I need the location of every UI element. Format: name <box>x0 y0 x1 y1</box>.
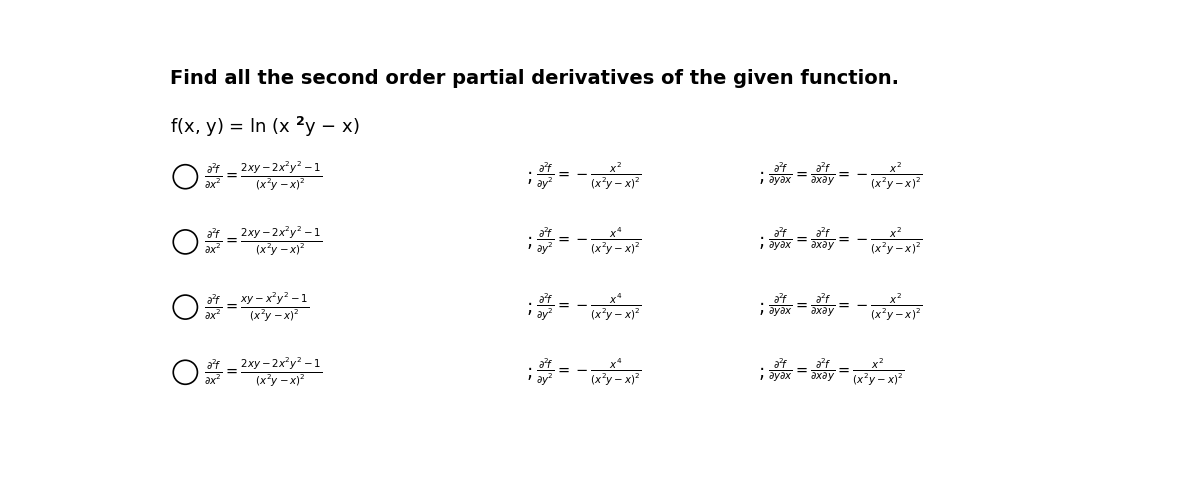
Text: $\frac{\partial^2\!f}{\partial y\partial x} = \frac{\partial^2\!f}{\partial x\pa: $\frac{\partial^2\!f}{\partial y\partial… <box>768 227 923 257</box>
Text: $\frac{\partial^2\!f}{\partial x^2} = \frac{2xy - 2x^2y^2 - 1}{(x^2y - x)^2}$: $\frac{\partial^2\!f}{\partial x^2} = \f… <box>204 160 322 193</box>
Text: ;: ; <box>527 298 533 317</box>
Text: $\frac{\partial^2\!f}{\partial y^2} = -\frac{x^4}{(x^2y - x)^2}$: $\frac{\partial^2\!f}{\partial y^2} = -\… <box>536 227 642 257</box>
Text: ;: ; <box>758 298 766 317</box>
Text: $\frac{\partial^2\!f}{\partial y^2} = -\frac{x^2}{(x^2y - x)^2}$: $\frac{\partial^2\!f}{\partial y^2} = -\… <box>536 161 642 192</box>
Text: $\frac{\partial^2\!f}{\partial y^2} = -\frac{x^4}{(x^2y - x)^2}$: $\frac{\partial^2\!f}{\partial y^2} = -\… <box>536 357 642 388</box>
Text: $\frac{\partial^2\!f}{\partial x^2} = \frac{xy - x^2y^2 - 1}{(x^2y - x)^2}$: $\frac{\partial^2\!f}{\partial x^2} = \f… <box>204 290 310 324</box>
Text: $\frac{\partial^2\!f}{\partial x^2} = \frac{2xy - 2x^2y^2 - 1}{(x^2y - x)^2}$: $\frac{\partial^2\!f}{\partial x^2} = \f… <box>204 225 322 258</box>
Text: ;: ; <box>758 167 766 186</box>
Text: ;: ; <box>527 363 533 382</box>
Text: $\frac{\partial^2\!f}{\partial y^2} = -\frac{x^4}{(x^2y - x)^2}$: $\frac{\partial^2\!f}{\partial y^2} = -\… <box>536 291 642 323</box>
Text: f(x, y) = ln (x $^{\mathbf{2}}$y $-$ x): f(x, y) = ln (x $^{\mathbf{2}}$y $-$ x) <box>170 116 360 139</box>
Text: Find all the second order partial derivatives of the given function.: Find all the second order partial deriva… <box>170 69 900 88</box>
Text: $\frac{\partial^2\!f}{\partial y\partial x} = \frac{\partial^2\!f}{\partial x\pa: $\frac{\partial^2\!f}{\partial y\partial… <box>768 357 905 388</box>
Text: $\frac{\partial^2\!f}{\partial y\partial x} = \frac{\partial^2\!f}{\partial x\pa: $\frac{\partial^2\!f}{\partial y\partial… <box>768 161 923 192</box>
Text: $\frac{\partial^2\!f}{\partial y\partial x} = \frac{\partial^2\!f}{\partial x\pa: $\frac{\partial^2\!f}{\partial y\partial… <box>768 291 923 323</box>
Text: ;: ; <box>527 167 533 186</box>
Text: $\frac{\partial^2\!f}{\partial x^2} = \frac{2xy - 2x^2y^2 - 1}{(x^2y - x)^2}$: $\frac{\partial^2\!f}{\partial x^2} = \f… <box>204 356 322 389</box>
Text: ;: ; <box>758 363 766 382</box>
Text: ;: ; <box>758 233 766 251</box>
Text: ;: ; <box>527 233 533 251</box>
